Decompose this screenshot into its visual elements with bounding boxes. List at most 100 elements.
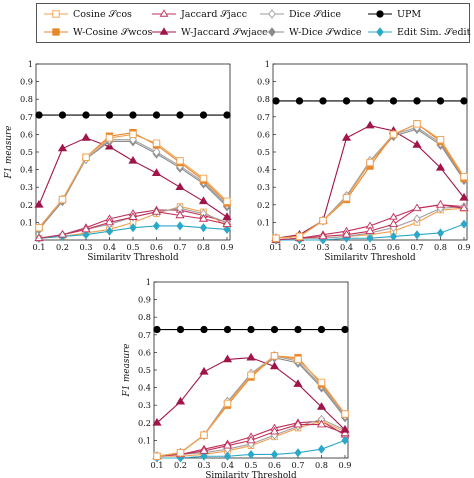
legend-marker: [269, 28, 275, 36]
legend-swatch: [43, 26, 69, 38]
legend-marker: [53, 29, 59, 35]
y-tick-label: 1: [28, 59, 33, 69]
data-point: [414, 231, 420, 239]
y-tick-label: 0.1: [257, 217, 270, 227]
series-line: [276, 126, 464, 239]
legend: Cosine 𝒮cos Jaccard 𝒮jacc Dice 𝒮dice UPM W-C…: [36, 3, 470, 43]
x-tick-label: 0.2: [56, 242, 69, 252]
y-tick-label: 1: [265, 59, 270, 69]
data-point: [200, 175, 206, 181]
data-point: [273, 235, 279, 241]
data-point: [295, 449, 301, 457]
data-point: [153, 112, 159, 118]
data-point: [294, 380, 302, 386]
data-point: [343, 98, 349, 104]
data-point: [366, 122, 374, 128]
legend-label: UPM: [397, 9, 421, 20]
x-tick-label: 0.9: [457, 242, 470, 252]
x-tick-label: 0.4: [221, 460, 234, 470]
series-line: [39, 138, 227, 217]
data-point: [106, 135, 112, 141]
data-point: [318, 326, 324, 332]
data-point: [154, 222, 160, 230]
data-point: [296, 98, 302, 104]
y-tick-label: 0.9: [257, 77, 270, 87]
data-point: [295, 326, 301, 332]
legend-swatch: [367, 26, 393, 38]
legend-entry: Edit Sim. 𝒮edit: [367, 23, 470, 41]
legend-label: Cosine 𝒮cos: [73, 9, 132, 20]
legend-entry: Cosine 𝒮cos: [43, 5, 132, 23]
data-point: [36, 224, 42, 230]
data-point: [59, 196, 65, 202]
data-point: [320, 98, 326, 104]
data-point: [224, 355, 232, 361]
chart-aggregate: 0.10.20.30.40.50.60.70.80.910.1 0.2 0.3 0.4…: [118, 262, 355, 478]
legend-entry: W-Cosine 𝒮wcos: [43, 23, 152, 41]
data-point: [200, 197, 208, 203]
data-point: [248, 451, 254, 459]
x-tick-label: 0.9: [220, 242, 233, 252]
series-line: [157, 358, 345, 430]
y-tick-label: 0.4: [257, 165, 270, 175]
data-point: [437, 136, 443, 142]
data-point: [320, 217, 326, 223]
data-point: [177, 222, 183, 230]
data-point: [154, 453, 160, 459]
data-point: [414, 98, 420, 104]
x-tick-label: 0.6: [150, 242, 163, 252]
x-tick-label: 0.5: [363, 242, 376, 252]
data-point: [248, 372, 254, 378]
x-tick-label: 0.3: [79, 242, 92, 252]
x-tick-label: 0.5: [244, 460, 257, 470]
legend-entry: W-Dice 𝒮wdice: [259, 23, 361, 41]
x-tick-label: 0.4: [340, 242, 353, 252]
data-point: [390, 98, 396, 104]
legend-label: Dice 𝒮dice: [289, 9, 341, 20]
data-point: [318, 379, 324, 385]
legend-swatch: [367, 8, 393, 20]
data-point: [437, 201, 445, 207]
data-point: [248, 326, 254, 332]
data-point: [271, 326, 277, 332]
legend-label: W-Dice 𝒮wdice: [289, 27, 361, 38]
data-point: [177, 326, 183, 332]
y-tick-label: 0.8: [20, 94, 33, 104]
y-tick-label: 0.4: [20, 165, 33, 175]
x-tick-label: 0.7: [173, 242, 186, 252]
y-tick-label: 0.6: [257, 129, 270, 139]
series: [154, 326, 348, 332]
y-tick-label: 0.3: [138, 400, 151, 410]
data-point: [83, 154, 89, 160]
legend-entry: UPM: [367, 5, 421, 23]
series: [36, 112, 230, 118]
data-point: [201, 326, 207, 332]
legend-swatch: [259, 26, 285, 38]
data-point: [224, 198, 230, 204]
y-tick-label: 0.4: [138, 383, 151, 393]
legend-marker: [160, 10, 167, 16]
legend-swatch: [43, 8, 69, 20]
x-tick-label: 0.8: [315, 460, 328, 470]
y-tick-label: 0.5: [257, 147, 270, 157]
data-point: [390, 131, 396, 137]
chart-watches: 0.1 0.2 0.3 0.4 0.5 0.6 0.7 0.8 0.9 1 0.1 0.2 0.3 0.4…: [237, 44, 474, 260]
x-tick-label: 0.8: [197, 242, 210, 252]
y-tick-label: 0.7: [257, 112, 270, 122]
y-axis-label: F1 measure: [4, 126, 14, 180]
data-point: [296, 233, 302, 239]
data-point: [413, 141, 421, 147]
data-point: [367, 98, 373, 104]
y-tick-label: 0.9: [138, 295, 151, 305]
data-point: [177, 112, 183, 118]
data-point: [319, 445, 325, 453]
data-point: [83, 112, 89, 118]
x-axis-label: Similarity Threshold: [324, 253, 416, 260]
data-point: [342, 326, 348, 332]
data-point: [247, 354, 255, 360]
legend-label: Edit Sim. 𝒮edit: [397, 27, 470, 38]
legend-swatch: [151, 26, 177, 38]
legend-swatch: [151, 8, 177, 20]
legend-marker: [269, 10, 275, 18]
x-tick-label: 0.7: [410, 242, 423, 252]
